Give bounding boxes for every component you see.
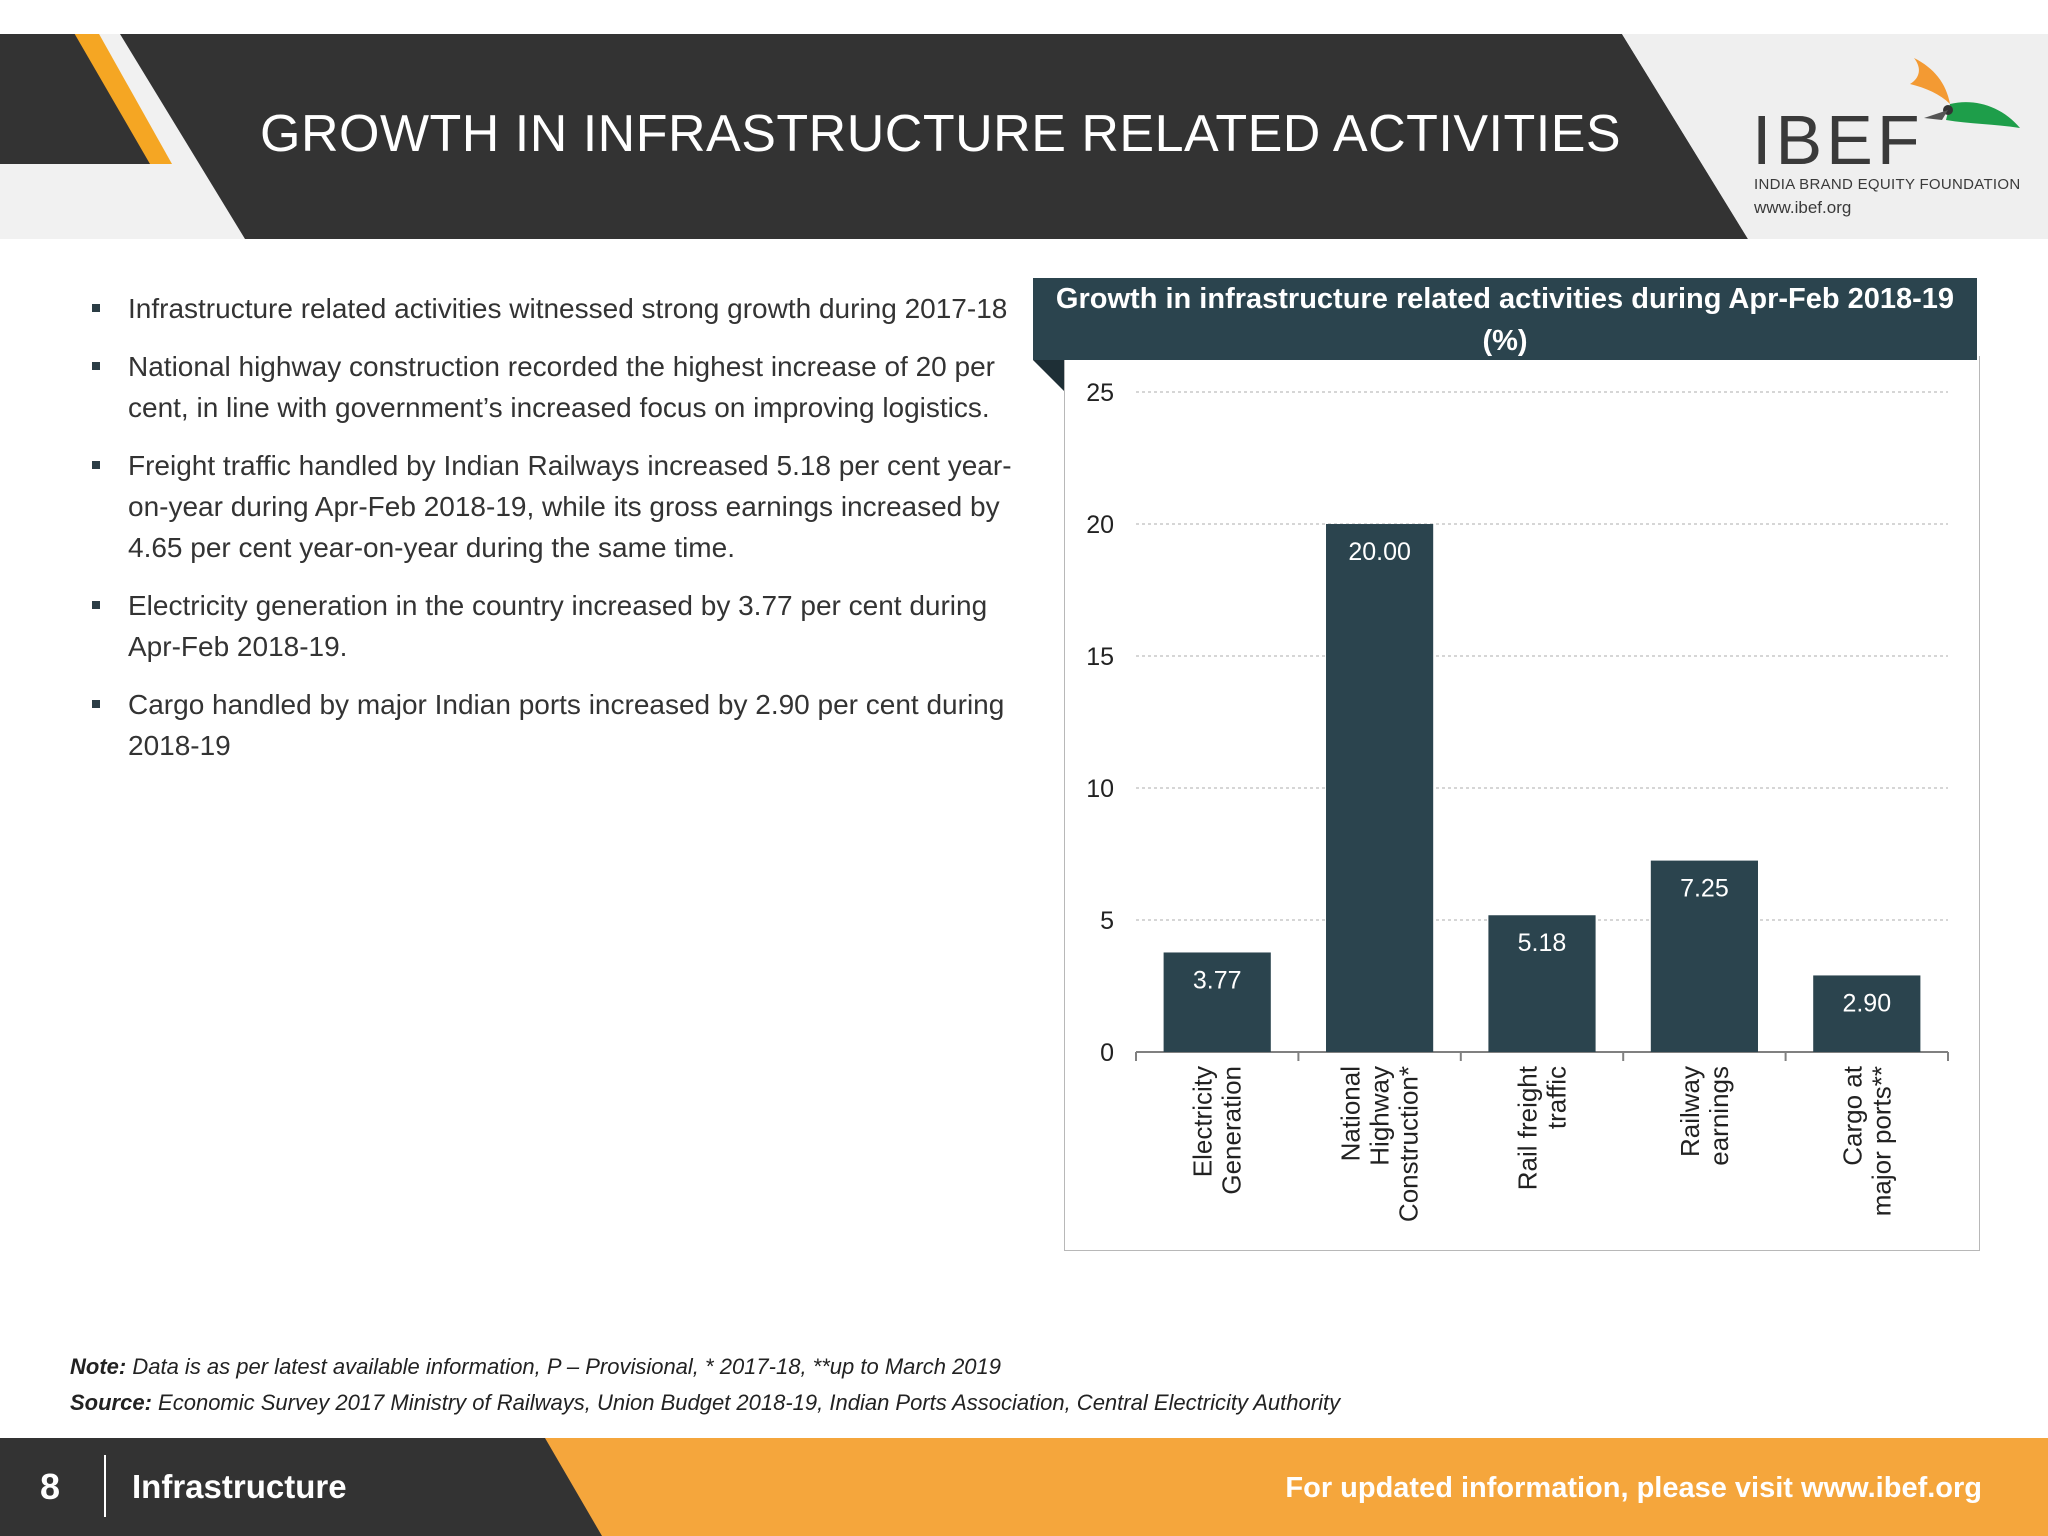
- logo-subtitle: INDIA BRAND EQUITY FOUNDATION: [1754, 176, 2021, 193]
- logo-url: www.ibef.org: [1754, 198, 1851, 218]
- x-tick-label: Railwayearnings: [1675, 1066, 1734, 1166]
- y-tick-label: 0: [1100, 1039, 1114, 1067]
- data-label: 20.00: [1348, 538, 1411, 566]
- data-label: 5.18: [1518, 929, 1567, 957]
- ibef-logo: IBEF INDIA BRAND EQUITY FOUNDATION www.i…: [1752, 58, 2032, 228]
- bullet-marker-icon: [92, 304, 100, 312]
- source-line: Source: Economic Survey 2017 Ministry of…: [70, 1390, 1340, 1416]
- data-label: 7.25: [1680, 875, 1729, 903]
- note-line: Note: Data is as per latest available in…: [70, 1354, 1001, 1380]
- bar-chart: 0 5 10 15 20 25 3.77 ElectricityGeneration 20.00…: [1064, 356, 1978, 1250]
- x-tick-label-line: Electricity: [1188, 1066, 1218, 1177]
- bullet-marker-icon: [92, 461, 100, 469]
- chart-title: Growth in infrastructure related activit…: [1033, 278, 1977, 360]
- bullet-marker-icon: [92, 601, 100, 609]
- logo-wordmark: IBEF: [1752, 100, 1924, 180]
- x-tick-label: Rail freighttraffic: [1513, 1065, 1572, 1190]
- x-tick-label-line: National: [1336, 1066, 1366, 1161]
- x-tick-label-line: earnings: [1704, 1066, 1734, 1166]
- chart-title-fold: [1033, 360, 1065, 392]
- bullet-marker-icon: [92, 700, 100, 708]
- bullet-item: Electricity generation in the country in…: [92, 585, 1012, 667]
- bullet-marker-icon: [92, 362, 100, 370]
- x-tick-label-line: Generation: [1217, 1066, 1247, 1195]
- bullet-item: Freight traffic handled by Indian Railwa…: [92, 445, 1012, 568]
- x-tick-label: ElectricityGeneration: [1188, 1066, 1247, 1195]
- x-tick-label-line: Rail freight: [1513, 1065, 1543, 1190]
- y-tick-label: 25: [1086, 379, 1114, 407]
- x-tick-label-line: major ports**: [1866, 1066, 1896, 1216]
- page-number: 8: [40, 1466, 60, 1508]
- x-tick-label-line: Construction*: [1394, 1066, 1424, 1222]
- x-tick-label: NationalHighwayConstruction*: [1336, 1066, 1424, 1222]
- bullet-item: Infrastructure related activities witnes…: [92, 288, 1012, 329]
- y-tick-label: 10: [1086, 775, 1114, 803]
- bullet-list: Infrastructure related activities witnes…: [92, 288, 1012, 783]
- bar: [1326, 524, 1433, 1052]
- y-tick-label: 15: [1086, 643, 1114, 671]
- y-tick-label: 5: [1100, 907, 1114, 935]
- data-label: 3.77: [1193, 966, 1242, 994]
- bullet-item: National highway construction recorded t…: [92, 346, 1012, 428]
- footer-link[interactable]: For updated information, please visit ww…: [1285, 1472, 1982, 1505]
- x-tick-label-line: Highway: [1365, 1066, 1395, 1166]
- page-title: GROWTH IN INFRASTRUCTURE RELATED ACTIVIT…: [260, 104, 1621, 164]
- x-tick-label: Cargo atmajor ports**: [1837, 1065, 1896, 1216]
- x-tick-label-line: Railway: [1675, 1066, 1705, 1157]
- footer-section-label: Infrastructure: [132, 1468, 347, 1506]
- bullet-item: Cargo handled by major Indian ports incr…: [92, 684, 1012, 766]
- y-tick-label: 20: [1086, 511, 1114, 539]
- x-tick-label-line: Cargo at: [1837, 1065, 1867, 1165]
- data-label: 2.90: [1842, 989, 1891, 1017]
- x-tick-label-line: traffic: [1542, 1066, 1572, 1129]
- footer-divider: [104, 1455, 106, 1517]
